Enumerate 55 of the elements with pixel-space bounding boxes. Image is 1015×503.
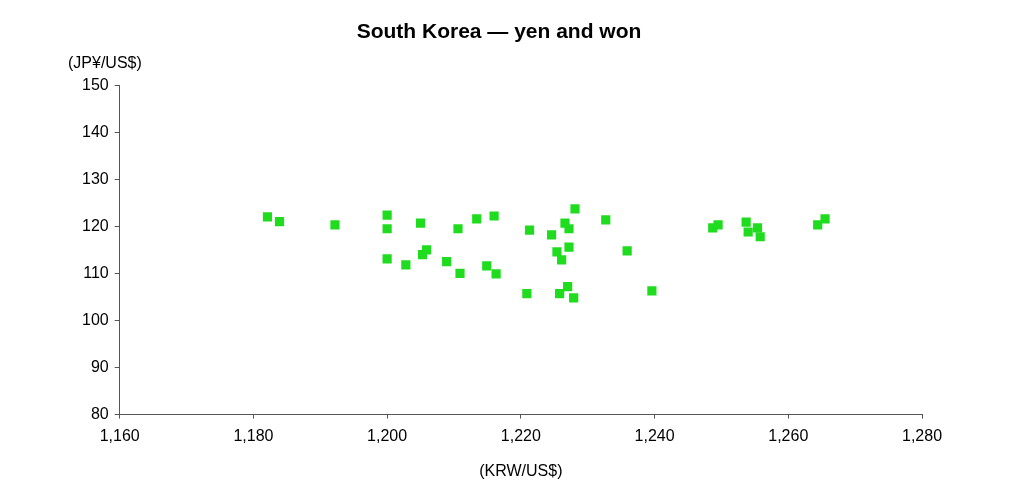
point	[557, 255, 567, 265]
y-tick-label: 110	[83, 263, 109, 281]
point	[755, 232, 765, 242]
x-tick-label: 1,280	[901, 426, 943, 444]
y-tick-label: 130	[81, 169, 109, 187]
point	[401, 260, 411, 270]
point	[274, 217, 285, 227]
x-tick-label: 1,240	[634, 426, 675, 444]
point	[472, 214, 482, 224]
point	[442, 257, 452, 267]
point	[601, 215, 611, 225]
point	[421, 245, 432, 255]
x-tick-label: 1,200	[367, 426, 408, 444]
point	[522, 289, 532, 299]
point	[647, 286, 657, 296]
point	[563, 282, 573, 292]
point	[524, 225, 535, 235]
point	[482, 261, 492, 271]
point	[622, 246, 632, 256]
point	[455, 268, 465, 279]
point	[552, 247, 562, 257]
point	[415, 218, 426, 228]
x-tick-label: 1,160	[99, 426, 140, 444]
point	[555, 289, 565, 299]
point	[713, 220, 723, 230]
point	[564, 224, 574, 234]
point	[741, 217, 751, 227]
y-tick-label: 140	[81, 122, 109, 140]
x-tick-label: 1,260	[768, 426, 809, 444]
y-tick-label: 120	[81, 216, 109, 234]
point	[564, 242, 574, 252]
chart-title: South Korea — yen and won	[356, 19, 642, 43]
point	[569, 293, 579, 303]
point	[743, 227, 753, 237]
y-tick-label: 90	[90, 357, 109, 375]
y-tick-label: 100	[81, 310, 109, 328]
point	[382, 210, 392, 220]
point	[382, 224, 392, 234]
point	[570, 204, 580, 214]
point	[820, 214, 830, 224]
point	[547, 230, 557, 240]
point	[262, 212, 273, 222]
x-tick-label: 1,220	[500, 426, 541, 444]
y-axis-title: (JP¥/US$)	[68, 53, 142, 71]
x-tick-label: 1,180	[233, 426, 274, 444]
point	[752, 223, 763, 233]
point	[453, 224, 463, 234]
x-axis-title: (KRW/US$)	[479, 461, 563, 479]
point	[491, 269, 501, 279]
y-tick-label: 80	[90, 405, 109, 423]
y-tick-label: 150	[81, 75, 109, 93]
point	[382, 254, 392, 264]
point	[489, 211, 499, 221]
point	[330, 220, 340, 230]
point	[813, 220, 823, 230]
